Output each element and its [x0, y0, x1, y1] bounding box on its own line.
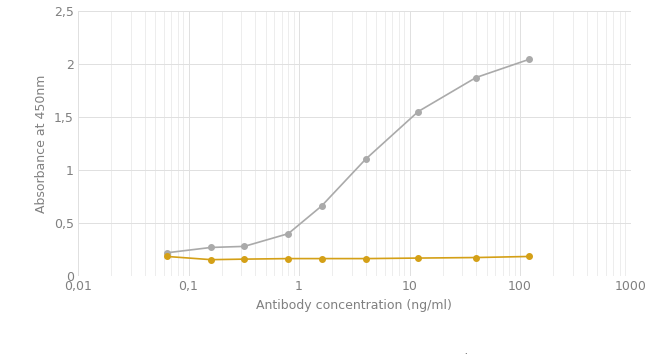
- MA5-48237: [240, 244, 248, 249]
- Control: [525, 254, 532, 258]
- Control: [285, 256, 292, 261]
- MA5-48237: [525, 57, 532, 62]
- Legend: MA5-48237, Control: MA5-48237, Control: [235, 348, 474, 354]
- MA5-48237: [318, 204, 326, 208]
- MA5-48237: [285, 232, 292, 236]
- MA5-48237: [472, 75, 480, 80]
- MA5-48237: [163, 251, 171, 255]
- Line: Control: Control: [164, 254, 532, 262]
- Control: [361, 256, 369, 261]
- Control: [240, 257, 248, 261]
- Y-axis label: Absorbance at 450nm: Absorbance at 450nm: [35, 74, 48, 212]
- X-axis label: Antibody concentration (ng/ml): Antibody concentration (ng/ml): [256, 299, 452, 312]
- Control: [163, 254, 171, 258]
- Line: MA5-48237: MA5-48237: [164, 57, 532, 256]
- Control: [207, 258, 215, 262]
- Control: [472, 256, 480, 260]
- MA5-48237: [361, 157, 369, 161]
- MA5-48237: [207, 245, 215, 250]
- Control: [318, 256, 326, 261]
- Control: [414, 256, 422, 260]
- MA5-48237: [414, 109, 422, 114]
